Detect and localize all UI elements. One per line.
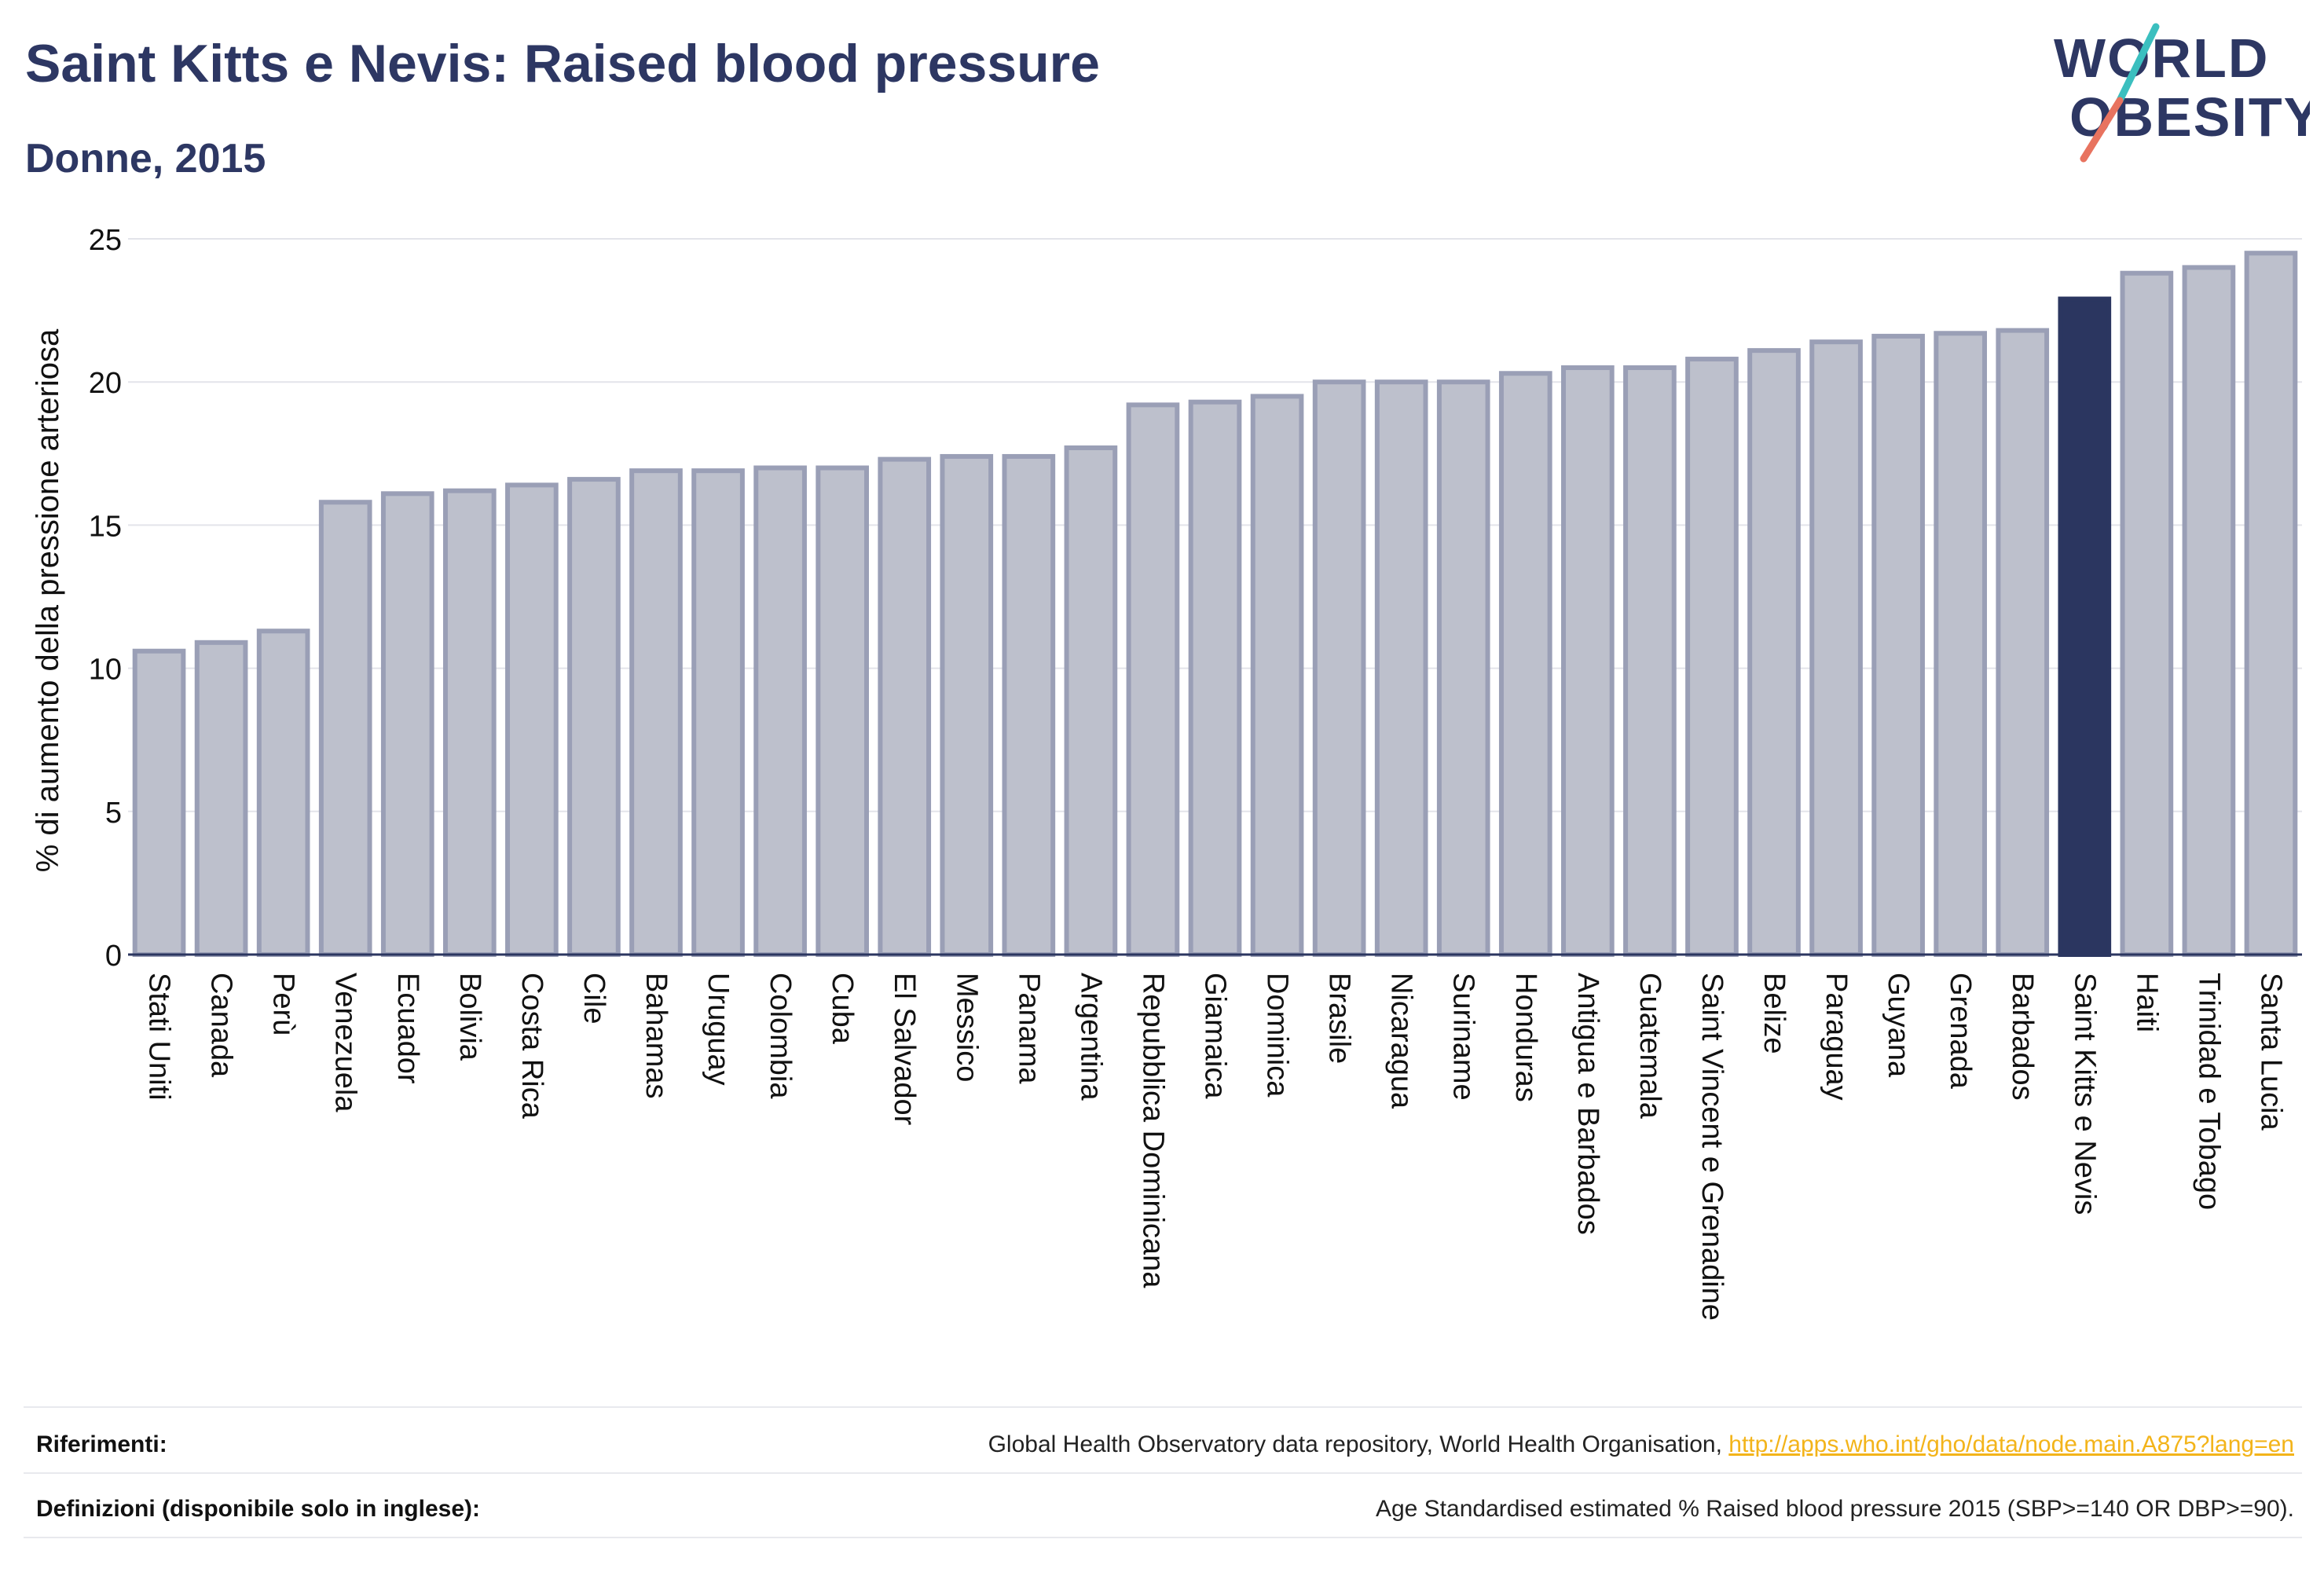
bar[interactable] [753, 465, 807, 957]
x-tick-label: Trinidad e Tobago [2192, 973, 2225, 1210]
y-tick-label: 25 [89, 224, 122, 257]
bar[interactable] [691, 468, 745, 957]
x-tick-label: Argentina [1074, 973, 1107, 1101]
bar[interactable] [2120, 270, 2174, 957]
x-tick-label: Cuba [826, 973, 859, 1045]
bar[interactable] [1126, 402, 1180, 957]
x-tick-label: Guyana [1882, 973, 1915, 1078]
x-tick-label: Belize [1758, 973, 1791, 1054]
bar[interactable] [318, 500, 372, 957]
footer-divider-top [24, 1406, 2302, 1408]
bar[interactable] [1188, 399, 1242, 957]
x-tick-label: Cile [577, 973, 610, 1024]
bars-layer [132, 251, 2298, 958]
bar[interactable] [1064, 445, 1118, 957]
bar[interactable] [940, 453, 994, 957]
references-label: Riferimenti: [36, 1431, 167, 1457]
x-tick-label: Santa Lucia [2254, 973, 2287, 1131]
x-tick-label: Ecuador [391, 973, 424, 1084]
x-tick-label: Colombia [764, 973, 797, 1099]
x-tick-label: Brasile [1323, 973, 1356, 1064]
references-link[interactable]: http://apps.who.int/gho/data/node.main.A… [1728, 1431, 2294, 1457]
chart-title: Saint Kitts e Nevis: Raised blood pressu… [25, 34, 1100, 93]
bar-chart: 0 5 10 15 20 25 Stati Uniti Canada Perù Venezuel… [31, 224, 2302, 1321]
bar[interactable] [1871, 333, 1925, 957]
x-tick-label: Nicaragua [1385, 973, 1418, 1109]
x-tick-label: Suriname [1447, 973, 1480, 1101]
chart-subtitle: Donne, 2015 [25, 136, 266, 181]
y-tick-labels: 0 5 10 15 20 25 [89, 224, 122, 973]
bar[interactable] [2244, 251, 2298, 958]
bar[interactable] [1498, 371, 1552, 957]
x-tick-label: Dominica [1261, 973, 1294, 1098]
x-tick-label: Uruguay [702, 973, 735, 1086]
bar[interactable] [256, 629, 310, 958]
bar[interactable] [1250, 394, 1304, 958]
bar[interactable] [1312, 379, 1366, 957]
bar[interactable] [1436, 379, 1490, 957]
references-text: Global Health Observatory data repositor… [988, 1431, 1729, 1457]
footer-divider-bottom [24, 1537, 2302, 1538]
x-tick-label: Guatemala [1633, 973, 1666, 1120]
definitions-label: Definizioni (disponibile solo in inglese… [36, 1496, 481, 1522]
y-tick-label: 20 [89, 367, 122, 400]
bar[interactable] [1623, 365, 1677, 958]
references-value: Global Health Observatory data repositor… [988, 1431, 2294, 1458]
x-tick-label: Haiti [2130, 973, 2163, 1032]
bar[interactable] [816, 465, 869, 957]
definitions-value: Age Standardised estimated % Raised bloo… [1375, 1496, 2294, 1522]
bar[interactable] [1809, 339, 1863, 957]
bar[interactable] [1996, 328, 2050, 958]
logo-text-world: WORLD [2054, 27, 2269, 89]
x-tick-label: Stati Uniti [143, 973, 176, 1101]
bar[interactable] [1685, 357, 1739, 958]
x-tick-label: Saint Vincent e Grenadine [1695, 973, 1728, 1321]
bar[interactable] [1002, 453, 1056, 957]
bar[interactable] [878, 456, 932, 957]
bar[interactable] [1561, 365, 1615, 958]
x-tick-label: Honduras [1509, 973, 1542, 1102]
x-tick-label: Panama [1012, 973, 1045, 1084]
y-tick-label: 0 [105, 940, 122, 973]
x-tick-label: Paraguay [1820, 973, 1853, 1101]
x-tick-label: El Salvador [888, 973, 921, 1126]
bar[interactable] [2182, 265, 2236, 957]
bar[interactable] [380, 491, 434, 957]
bar[interactable] [132, 648, 186, 958]
footer-divider-middle [24, 1472, 2302, 1474]
bar[interactable] [1934, 331, 1988, 957]
x-tick-label: Costa Rica [515, 973, 548, 1120]
x-tick-label: Bahamas [640, 973, 673, 1099]
bar[interactable] [629, 468, 683, 957]
x-tick-label: Grenada [1944, 973, 1977, 1090]
x-tick-label: Perù [267, 973, 300, 1035]
x-tick-label: Venezuela [329, 973, 362, 1112]
bar[interactable] [442, 488, 497, 957]
bar[interactable] [505, 482, 559, 957]
x-tick-label: Antigua e Barbados [1571, 973, 1604, 1235]
logo-slash-top [2116, 23, 2160, 104]
y-tick-label: 5 [105, 797, 122, 830]
bar[interactable] [1374, 379, 1428, 957]
x-tick-label: Bolivia [453, 973, 486, 1061]
x-tick-label: Messico [950, 973, 983, 1082]
bar-highlighted[interactable] [2058, 296, 2112, 957]
bar[interactable] [194, 640, 248, 958]
y-tick-label: 15 [89, 510, 122, 543]
bar[interactable] [567, 477, 621, 957]
y-tick-label: 10 [89, 654, 122, 687]
x-tick-label: Repubblica Dominicana [1136, 973, 1169, 1288]
y-axis-label: % di aumento della pressione arteriosa [31, 328, 65, 872]
x-tick-label: Canada [205, 973, 238, 1078]
x-tick-label: Barbados [2006, 973, 2039, 1101]
world-obesity-logo: WORLD OBESITY [2054, 23, 2310, 163]
x-tick-label: Saint Kitts e Nevis [2068, 973, 2101, 1215]
x-tick-labels: Stati Uniti Canada Perù Venezuela Ecuador Bol… [143, 973, 2288, 1321]
bar[interactable] [1747, 348, 1801, 957]
logo-slash-bottom [2080, 97, 2124, 163]
x-tick-label: Giamaica [1199, 973, 1232, 1099]
